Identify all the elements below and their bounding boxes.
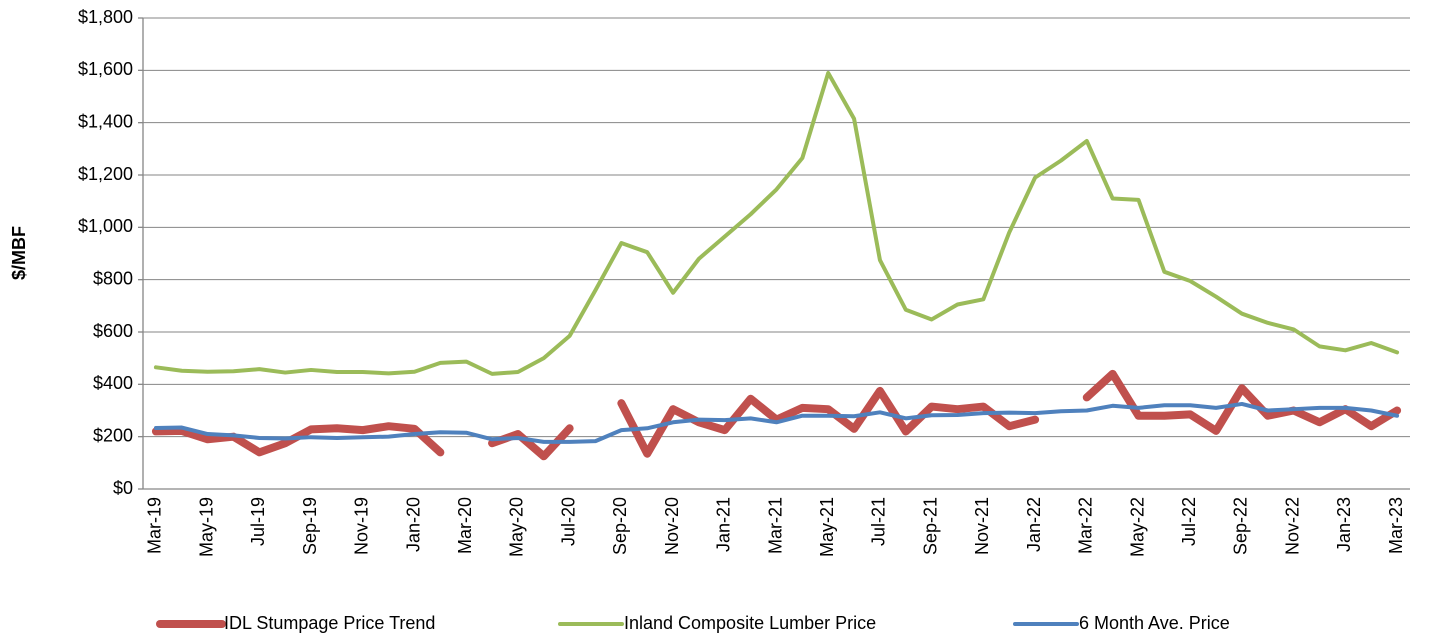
x-tick-label: May-22 — [1127, 497, 1147, 557]
y-tick-label: $600 — [93, 321, 133, 341]
x-tick-label: Mar-20 — [455, 497, 475, 554]
x-tick-label: May-21 — [817, 497, 837, 557]
x-tick-label: Nov-20 — [662, 497, 682, 555]
x-tick-label: Mar-21 — [765, 497, 785, 554]
y-tick-label: $200 — [93, 425, 133, 445]
y-tick-label: $400 — [93, 373, 133, 393]
x-tick-label: Sep-21 — [920, 497, 940, 555]
x-tick-label: Sep-22 — [1231, 497, 1251, 555]
x-tick-label: Sep-19 — [300, 497, 320, 555]
x-tick-label: May-19 — [196, 497, 216, 557]
x-tick-label: Jul-21 — [869, 497, 889, 546]
x-tick-label: Mar-19 — [145, 497, 165, 554]
x-tick-label: May-20 — [507, 497, 527, 557]
y-axis-label: $/MBF — [9, 226, 29, 280]
x-tick-label: Jan-21 — [714, 497, 734, 552]
series-line — [153, 401, 1400, 444]
x-tick-label: Jul-20 — [558, 497, 578, 546]
x-tick-label: Jul-19 — [248, 497, 268, 546]
y-tick-label: $1,000 — [78, 216, 133, 236]
x-tick-label: Nov-19 — [352, 497, 372, 555]
legend-label: 6 Month Ave. Price — [1079, 613, 1230, 633]
y-tick-label: $1,800 — [78, 7, 133, 27]
y-tick-label: $800 — [93, 268, 133, 288]
x-tick-label: Mar-23 — [1386, 497, 1406, 554]
legend-label: Inland Composite Lumber Price — [624, 613, 876, 633]
x-tick-label: Jul-22 — [1179, 497, 1199, 546]
series-line — [151, 369, 1402, 461]
x-tick-label: Jan-22 — [1024, 497, 1044, 552]
y-tick-label: $1,600 — [78, 59, 133, 79]
y-tick-label: $1,200 — [78, 164, 133, 184]
x-tick-label: Sep-20 — [610, 497, 630, 555]
y-tick-label: $1,400 — [78, 111, 133, 131]
legend-label: IDL Stumpage Price Trend — [224, 613, 435, 633]
series-line — [153, 70, 1400, 376]
x-tick-label: Jan-23 — [1334, 497, 1354, 552]
x-tick-label: Nov-22 — [1282, 497, 1302, 555]
x-tick-label: Mar-22 — [1076, 497, 1096, 554]
x-tick-label: Nov-21 — [972, 497, 992, 555]
y-tick-label: $0 — [113, 478, 133, 498]
x-tick-label: Jan-20 — [403, 497, 423, 552]
